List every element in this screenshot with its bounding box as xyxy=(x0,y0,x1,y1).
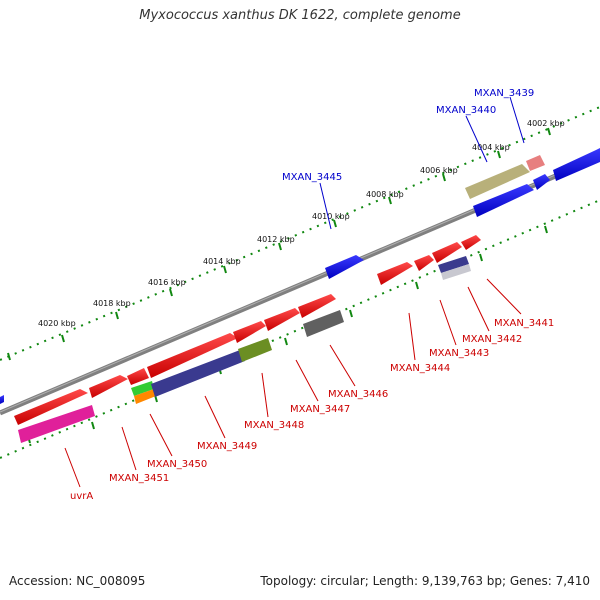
gene-label-MXAN_3446[interactable]: MXAN_3446 xyxy=(328,389,388,400)
gene-label-MXAN_3448[interactable]: MXAN_3448 xyxy=(244,420,304,431)
gene-uvrA[interactable] xyxy=(18,405,95,443)
map-title: Myxococcus xanthus DK 1622, complete gen… xyxy=(139,8,461,23)
gene-reverse[interactable] xyxy=(264,308,300,331)
gene-reverse[interactable] xyxy=(147,333,238,378)
major-ticks xyxy=(7,127,551,444)
gene-forward[interactable] xyxy=(533,174,550,190)
genome-summary-text: Topology: circular; Length: 9,139,763 bp… xyxy=(260,574,590,588)
scale-label: 4006 kbp xyxy=(420,166,458,175)
scale-label: 4020 kbp xyxy=(38,319,76,328)
scale-label: 4014 kbp xyxy=(203,257,241,266)
scale-label: 4012 kbp xyxy=(257,235,295,244)
gene-forward-MXAN_3440[interactable] xyxy=(473,184,534,217)
inner-tick-track xyxy=(0,199,600,459)
accession-text: Accession: NC_008095 xyxy=(9,574,146,588)
gene-forward-MXAN_3439[interactable] xyxy=(526,155,545,171)
gene-label-MXAN_3451[interactable]: MXAN_3451 xyxy=(109,473,169,484)
gene-label-MXAN_3450[interactable]: MXAN_3450 xyxy=(147,459,207,470)
gene-label-MXAN_3444[interactable]: MXAN_3444 xyxy=(390,363,450,374)
reverse-label-leaders xyxy=(64,278,522,488)
gene-label-uvrA[interactable]: uvrA xyxy=(70,491,93,502)
gene-label-MXAN_3442[interactable]: MXAN_3442 xyxy=(462,334,522,345)
reverse-gene-labels: MXAN_3441 MXAN_3442 MXAN_3443 MXAN_3444 … xyxy=(70,318,554,502)
gene-reverse[interactable] xyxy=(233,321,266,343)
gene-reverse[interactable] xyxy=(461,235,481,250)
forward-strand-genes xyxy=(0,148,600,404)
gene-MXAN_3443[interactable] xyxy=(441,264,471,280)
gene-MXAN_3448[interactable] xyxy=(238,338,272,362)
gene-reverse[interactable] xyxy=(89,375,128,398)
gene-MXAN_3449[interactable] xyxy=(151,350,245,397)
gene-khaki[interactable] xyxy=(465,164,530,199)
gene-MXAN_3451[interactable] xyxy=(131,381,154,396)
gene-MXAN_3442[interactable] xyxy=(438,256,469,273)
scale-label: 4010 kbp xyxy=(312,212,350,221)
gene-reverse[interactable] xyxy=(298,294,336,318)
gene-MXAN_3446[interactable] xyxy=(303,310,344,337)
gene-reverse[interactable] xyxy=(432,242,462,263)
scale-label: 4018 kbp xyxy=(93,299,131,308)
forward-label-leaders xyxy=(319,96,525,230)
scale-label: 4008 kbp xyxy=(366,190,404,199)
gene-label-MXAN_3441[interactable]: MXAN_3441 xyxy=(494,318,554,329)
gene-label-MXAN_3447[interactable]: MXAN_3447 xyxy=(290,404,350,415)
gene-reverse[interactable] xyxy=(377,262,413,285)
gene-forward[interactable] xyxy=(553,148,600,181)
gene-forward[interactable] xyxy=(0,395,4,404)
gene-label-MXAN_3440[interactable]: MXAN_3440 xyxy=(436,105,496,116)
reverse-strand-genes xyxy=(14,235,481,443)
gene-label-MXAN_3449[interactable]: MXAN_3449 xyxy=(197,441,257,452)
scale-labels: 4002 kbp 4004 kbp 4006 kbp 4008 kbp 4010… xyxy=(38,119,565,328)
scale-label: 4016 kbp xyxy=(148,278,186,287)
gene-label-MXAN_3443[interactable]: MXAN_3443 xyxy=(429,348,489,359)
gene-reverse[interactable] xyxy=(127,368,149,385)
gene-reverse[interactable] xyxy=(414,255,434,271)
gene-MXAN_3450[interactable] xyxy=(134,389,156,404)
scale-label: 4004 kbp xyxy=(472,143,510,152)
gene-label-MXAN_3445[interactable]: MXAN_3445 xyxy=(282,172,342,183)
scale-label: 4002 kbp xyxy=(527,119,565,128)
gene-label-MXAN_3439[interactable]: MXAN_3439 xyxy=(474,88,534,99)
forward-gene-labels: MXAN_3439 MXAN_3440 MXAN_3445 xyxy=(282,88,534,183)
gene-forward-MXAN_3445[interactable] xyxy=(325,255,364,279)
gene-reverse[interactable] xyxy=(14,389,88,425)
